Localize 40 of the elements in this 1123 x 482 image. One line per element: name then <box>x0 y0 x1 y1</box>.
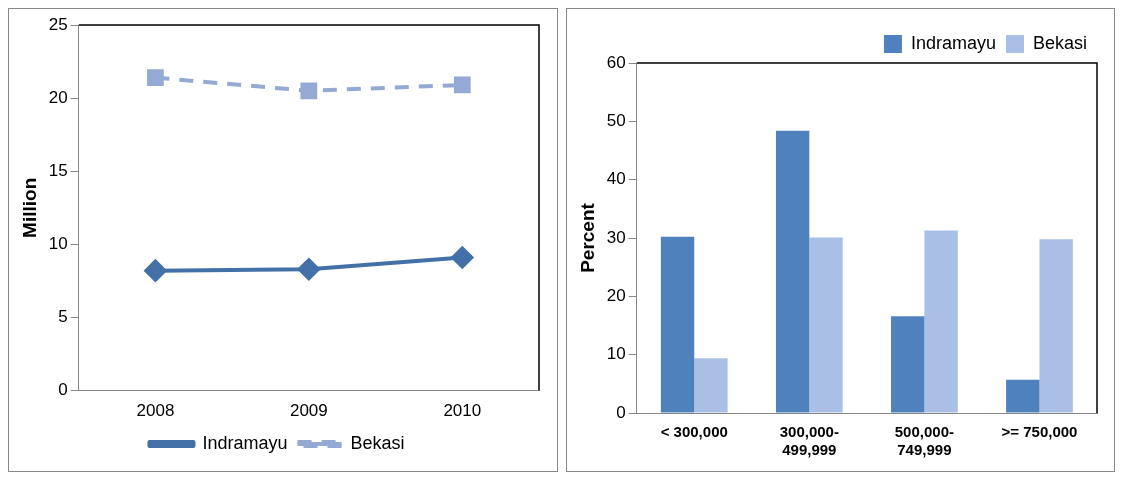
x-tick-label: 300,000-499,999 <box>779 423 839 459</box>
bar <box>808 237 843 413</box>
legend-label: Bekasi <box>350 432 405 453</box>
x-tick-label: 500,000-749,999 <box>894 423 954 459</box>
legend-label: Indramayu <box>202 432 288 453</box>
y-tick-label: 60 <box>606 52 626 72</box>
bar <box>660 236 694 413</box>
y-tick-label: 10 <box>606 344 626 364</box>
x-tick-label: < 300,000 <box>660 423 728 441</box>
y-axis-title: Percent <box>576 202 598 273</box>
y-tick-label: 10 <box>48 234 68 254</box>
y-tick-label: 20 <box>606 286 626 306</box>
x-tick-label: 2010 <box>443 401 482 421</box>
y-tick-label: 30 <box>606 227 626 247</box>
y-tick-label: 0 <box>58 380 68 400</box>
legend-label: Bekasi <box>1032 32 1087 53</box>
y-tick-label: 5 <box>58 307 68 327</box>
y-tick-label: 50 <box>606 111 626 131</box>
bar <box>693 358 728 413</box>
x-tick-label: 2008 <box>136 401 175 421</box>
point <box>144 259 167 282</box>
bar <box>890 316 924 413</box>
point <box>297 258 320 281</box>
bar <box>923 230 958 413</box>
x-tick-label: 2009 <box>289 401 328 421</box>
bar <box>1038 239 1073 413</box>
point <box>147 69 164 87</box>
y-tick-label: 0 <box>615 402 626 422</box>
point <box>451 246 474 269</box>
y-axis-title: Million <box>18 177 40 238</box>
x-tick-label: >= 750,000 <box>1001 423 1077 441</box>
y-tick-label: 15 <box>48 160 68 180</box>
bar <box>1005 379 1039 413</box>
bar <box>775 130 809 413</box>
y-tick-label: 40 <box>606 169 626 189</box>
point <box>300 82 318 100</box>
point <box>453 76 471 94</box>
y-tick-label: 20 <box>48 87 68 107</box>
y-tick-label: 25 <box>48 14 68 34</box>
legend-label: Indramayu <box>910 32 996 53</box>
